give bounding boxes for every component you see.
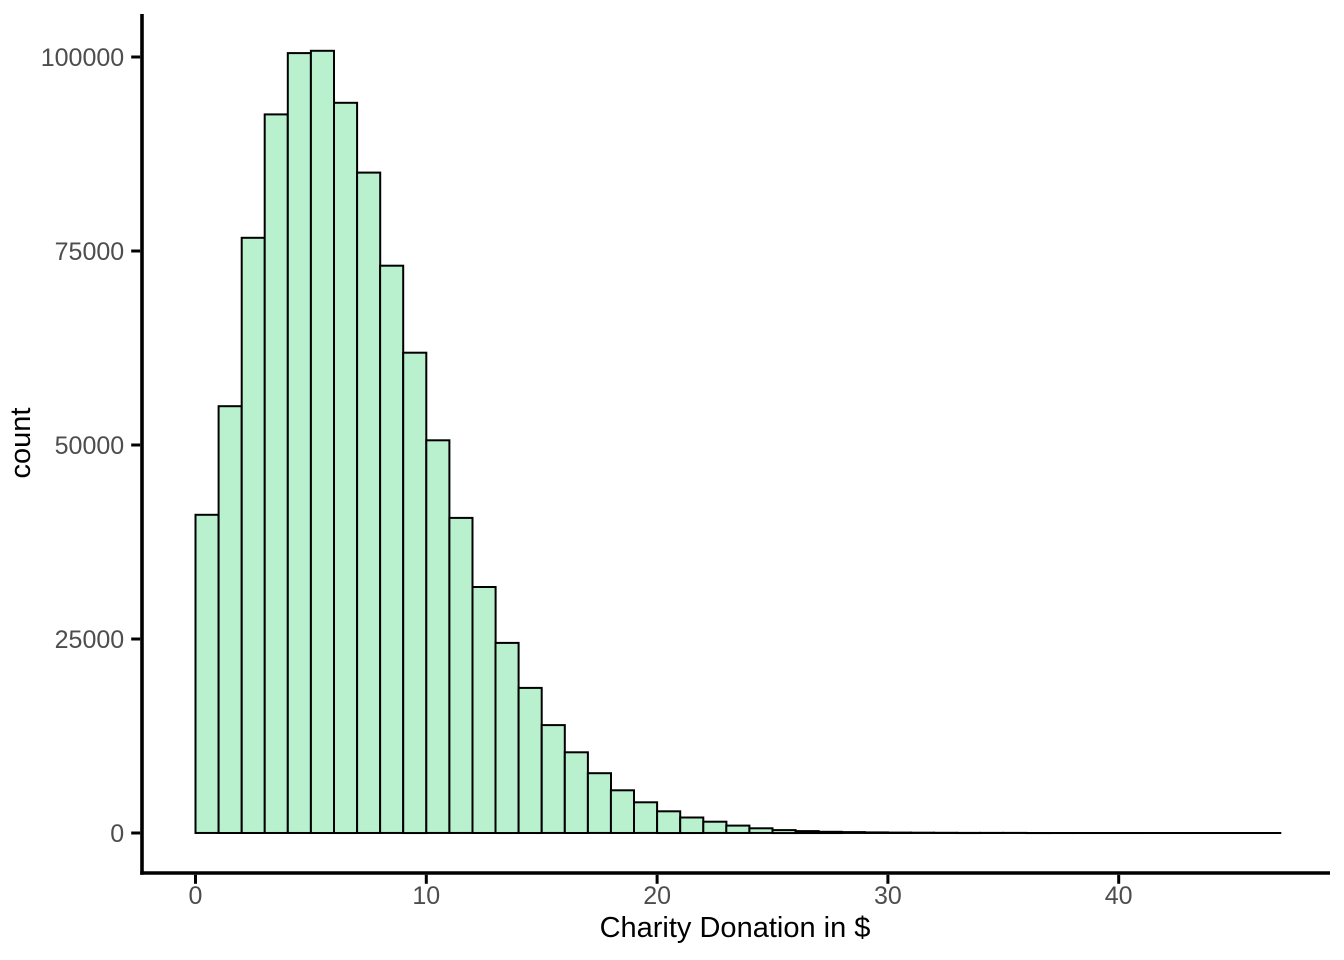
histogram-bar	[425, 439, 451, 834]
axes-group: 0 10 20 30 40 0 25000 50000 75000 100000	[41, 14, 1330, 910]
histogram-bar	[263, 113, 289, 834]
y-axis-tick-label: 50000	[55, 432, 125, 460]
histogram-bar	[471, 586, 497, 834]
x-axis-tick-label: 40	[1105, 882, 1133, 910]
y-axis-tick-label: 75000	[55, 238, 125, 266]
y-axis-title: count	[5, 408, 37, 479]
histogram-bar	[633, 801, 659, 834]
histogram-bar	[563, 751, 589, 834]
y-axis-tick-label: 0	[110, 820, 124, 848]
histogram-bar	[748, 827, 774, 834]
x-axis-tick-label: 0	[189, 882, 203, 910]
histogram-bar	[771, 829, 797, 835]
bars-group	[194, 49, 1282, 835]
histogram-bar	[656, 810, 682, 835]
histogram-bar	[840, 831, 866, 834]
y-axis-tick-label: 25000	[55, 626, 125, 654]
histogram-bar	[494, 641, 520, 835]
histogram-bar	[448, 516, 474, 834]
y-axis-tick-label: 100000	[41, 44, 124, 72]
x-axis-title: Charity Donation in $	[600, 912, 871, 944]
histogram-bar	[286, 52, 312, 834]
histogram-bar	[863, 831, 889, 834]
histogram-bar	[379, 264, 405, 834]
histogram-bar	[609, 789, 636, 834]
histogram-bar	[817, 830, 843, 835]
histogram-bar	[794, 830, 820, 835]
histogram-bar	[702, 820, 728, 834]
x-axis-tick-label: 10	[412, 882, 440, 910]
histogram-bar	[194, 513, 220, 834]
histogram-bar	[217, 405, 243, 834]
x-axis-tick-label: 30	[874, 882, 902, 910]
histogram-bar	[240, 236, 266, 834]
histogram-bar	[517, 686, 543, 835]
histogram-bar	[679, 816, 705, 835]
histogram-bar	[540, 724, 566, 834]
histogram-bar	[356, 171, 382, 834]
histogram-bar	[309, 49, 335, 835]
histogram-bar	[725, 824, 751, 834]
histogram-bar	[402, 351, 428, 835]
x-axis-tick-label: 20	[643, 882, 671, 910]
histogram-bar	[333, 101, 359, 835]
histogram-bar	[586, 772, 613, 834]
